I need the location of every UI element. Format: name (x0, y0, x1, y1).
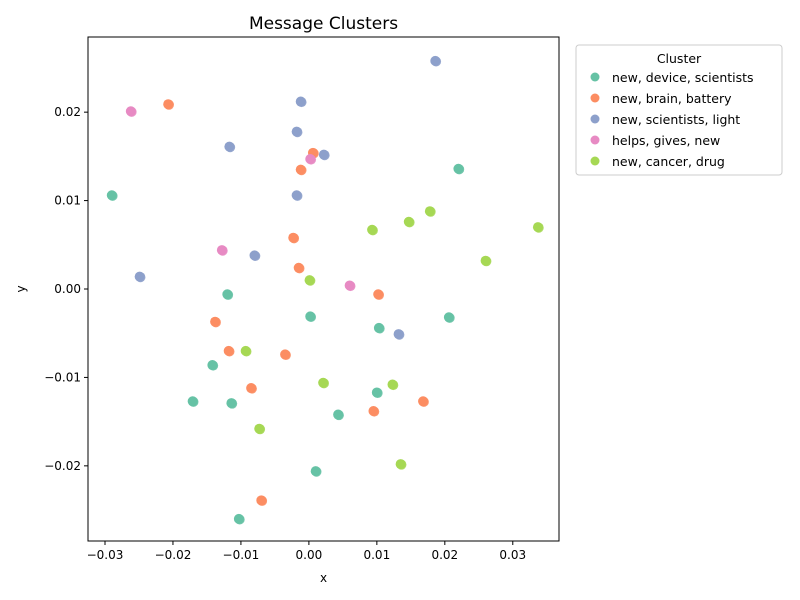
data-point (480, 255, 491, 266)
data-point (371, 387, 382, 398)
data-point (304, 275, 315, 286)
legend-label: helps, gives, new (612, 133, 720, 148)
y-tick-label: −0.02 (44, 459, 81, 473)
data-point (295, 96, 306, 107)
data-point (163, 99, 174, 110)
y-tick-label: 0.02 (54, 105, 81, 119)
data-point (373, 322, 384, 333)
data-point (373, 289, 384, 300)
legend-marker (590, 114, 600, 124)
data-point (443, 312, 454, 323)
data-point (310, 466, 321, 477)
data-point (395, 459, 406, 470)
data-point (106, 190, 117, 201)
data-point (368, 406, 379, 417)
legend-label: new, device, scientists (612, 70, 754, 85)
legend-marker (590, 93, 600, 103)
data-point (393, 329, 404, 340)
x-tick-label: −0.01 (223, 548, 260, 562)
data-point (125, 106, 136, 117)
legend-marker (590, 156, 600, 166)
data-point (222, 289, 233, 300)
y-tick-label: 0.01 (54, 194, 81, 208)
data-point (134, 271, 145, 282)
data-point (418, 396, 429, 407)
x-axis-label: x (320, 571, 327, 585)
data-points-layer (106, 55, 544, 525)
legend-marker (590, 72, 600, 82)
x-tick-label: 0.02 (431, 548, 458, 562)
data-point (256, 495, 267, 506)
data-point (305, 311, 316, 322)
data-point (333, 409, 344, 420)
data-point (318, 377, 329, 388)
data-point (207, 360, 218, 371)
data-point (344, 280, 355, 291)
data-point (318, 149, 329, 160)
x-tick-label: −0.02 (155, 548, 192, 562)
legend-label: new, brain, battery (612, 91, 732, 106)
data-point (254, 423, 265, 434)
legend-label: new, scientists, light (612, 112, 740, 127)
y-axis-ticks: −0.02 −0.01 0.00 0.01 0.02 (44, 105, 88, 473)
data-point (223, 345, 234, 356)
data-point (233, 513, 244, 524)
data-point (280, 349, 291, 360)
legend: Cluster new, device, scientists new, brai… (575, 44, 783, 176)
data-point (403, 216, 414, 227)
data-point (295, 164, 306, 175)
legend-box (575, 44, 783, 176)
data-point (291, 126, 302, 137)
data-point (226, 398, 237, 409)
chart-title: Message Clusters (249, 14, 398, 34)
data-point (305, 154, 316, 165)
legend-title: Cluster (657, 51, 702, 66)
y-tick-label: 0.00 (54, 282, 81, 296)
data-point (288, 232, 299, 243)
y-axis-label: y (14, 285, 28, 292)
x-tick-label: −0.03 (87, 548, 124, 562)
data-point (367, 224, 378, 235)
data-point (532, 222, 543, 233)
data-point (387, 379, 398, 390)
y-tick-label: −0.01 (44, 370, 81, 384)
legend-items: new, device, scientists new, brain, batte… (590, 70, 754, 169)
x-axis-ticks: −0.03 −0.02 −0.01 0.00 0.01 0.02 0.03 (87, 541, 526, 562)
x-tick-label: 0.00 (296, 548, 323, 562)
plot-area-frame (87, 36, 560, 542)
data-point (430, 55, 441, 66)
data-point (291, 190, 302, 201)
data-point (453, 163, 464, 174)
data-point (224, 141, 235, 152)
data-point (424, 206, 435, 217)
data-point (293, 262, 304, 273)
data-point (187, 396, 198, 407)
legend-label: new, cancer, drug (612, 154, 725, 169)
data-point (216, 245, 227, 256)
x-tick-label: 0.03 (499, 548, 526, 562)
data-point (249, 250, 260, 261)
data-point (210, 316, 221, 327)
data-point (246, 383, 257, 394)
data-point (240, 345, 251, 356)
legend-marker (590, 135, 600, 145)
x-tick-label: 0.01 (363, 548, 390, 562)
